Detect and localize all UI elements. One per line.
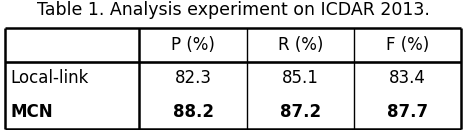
Text: 83.4: 83.4 [389,69,426,87]
Text: MCN: MCN [10,103,53,121]
Text: 82.3: 82.3 [175,69,212,87]
Text: 88.2: 88.2 [172,103,213,121]
Text: 85.1: 85.1 [282,69,319,87]
Text: Table 1. Analysis experiment on ICDAR 2013.: Table 1. Analysis experiment on ICDAR 20… [36,1,430,19]
Text: F (%): F (%) [386,36,429,54]
Text: Local-link: Local-link [10,69,89,87]
Text: 87.2: 87.2 [280,103,321,121]
Text: 87.7: 87.7 [387,103,428,121]
Text: R (%): R (%) [278,36,323,54]
Text: P (%): P (%) [171,36,215,54]
